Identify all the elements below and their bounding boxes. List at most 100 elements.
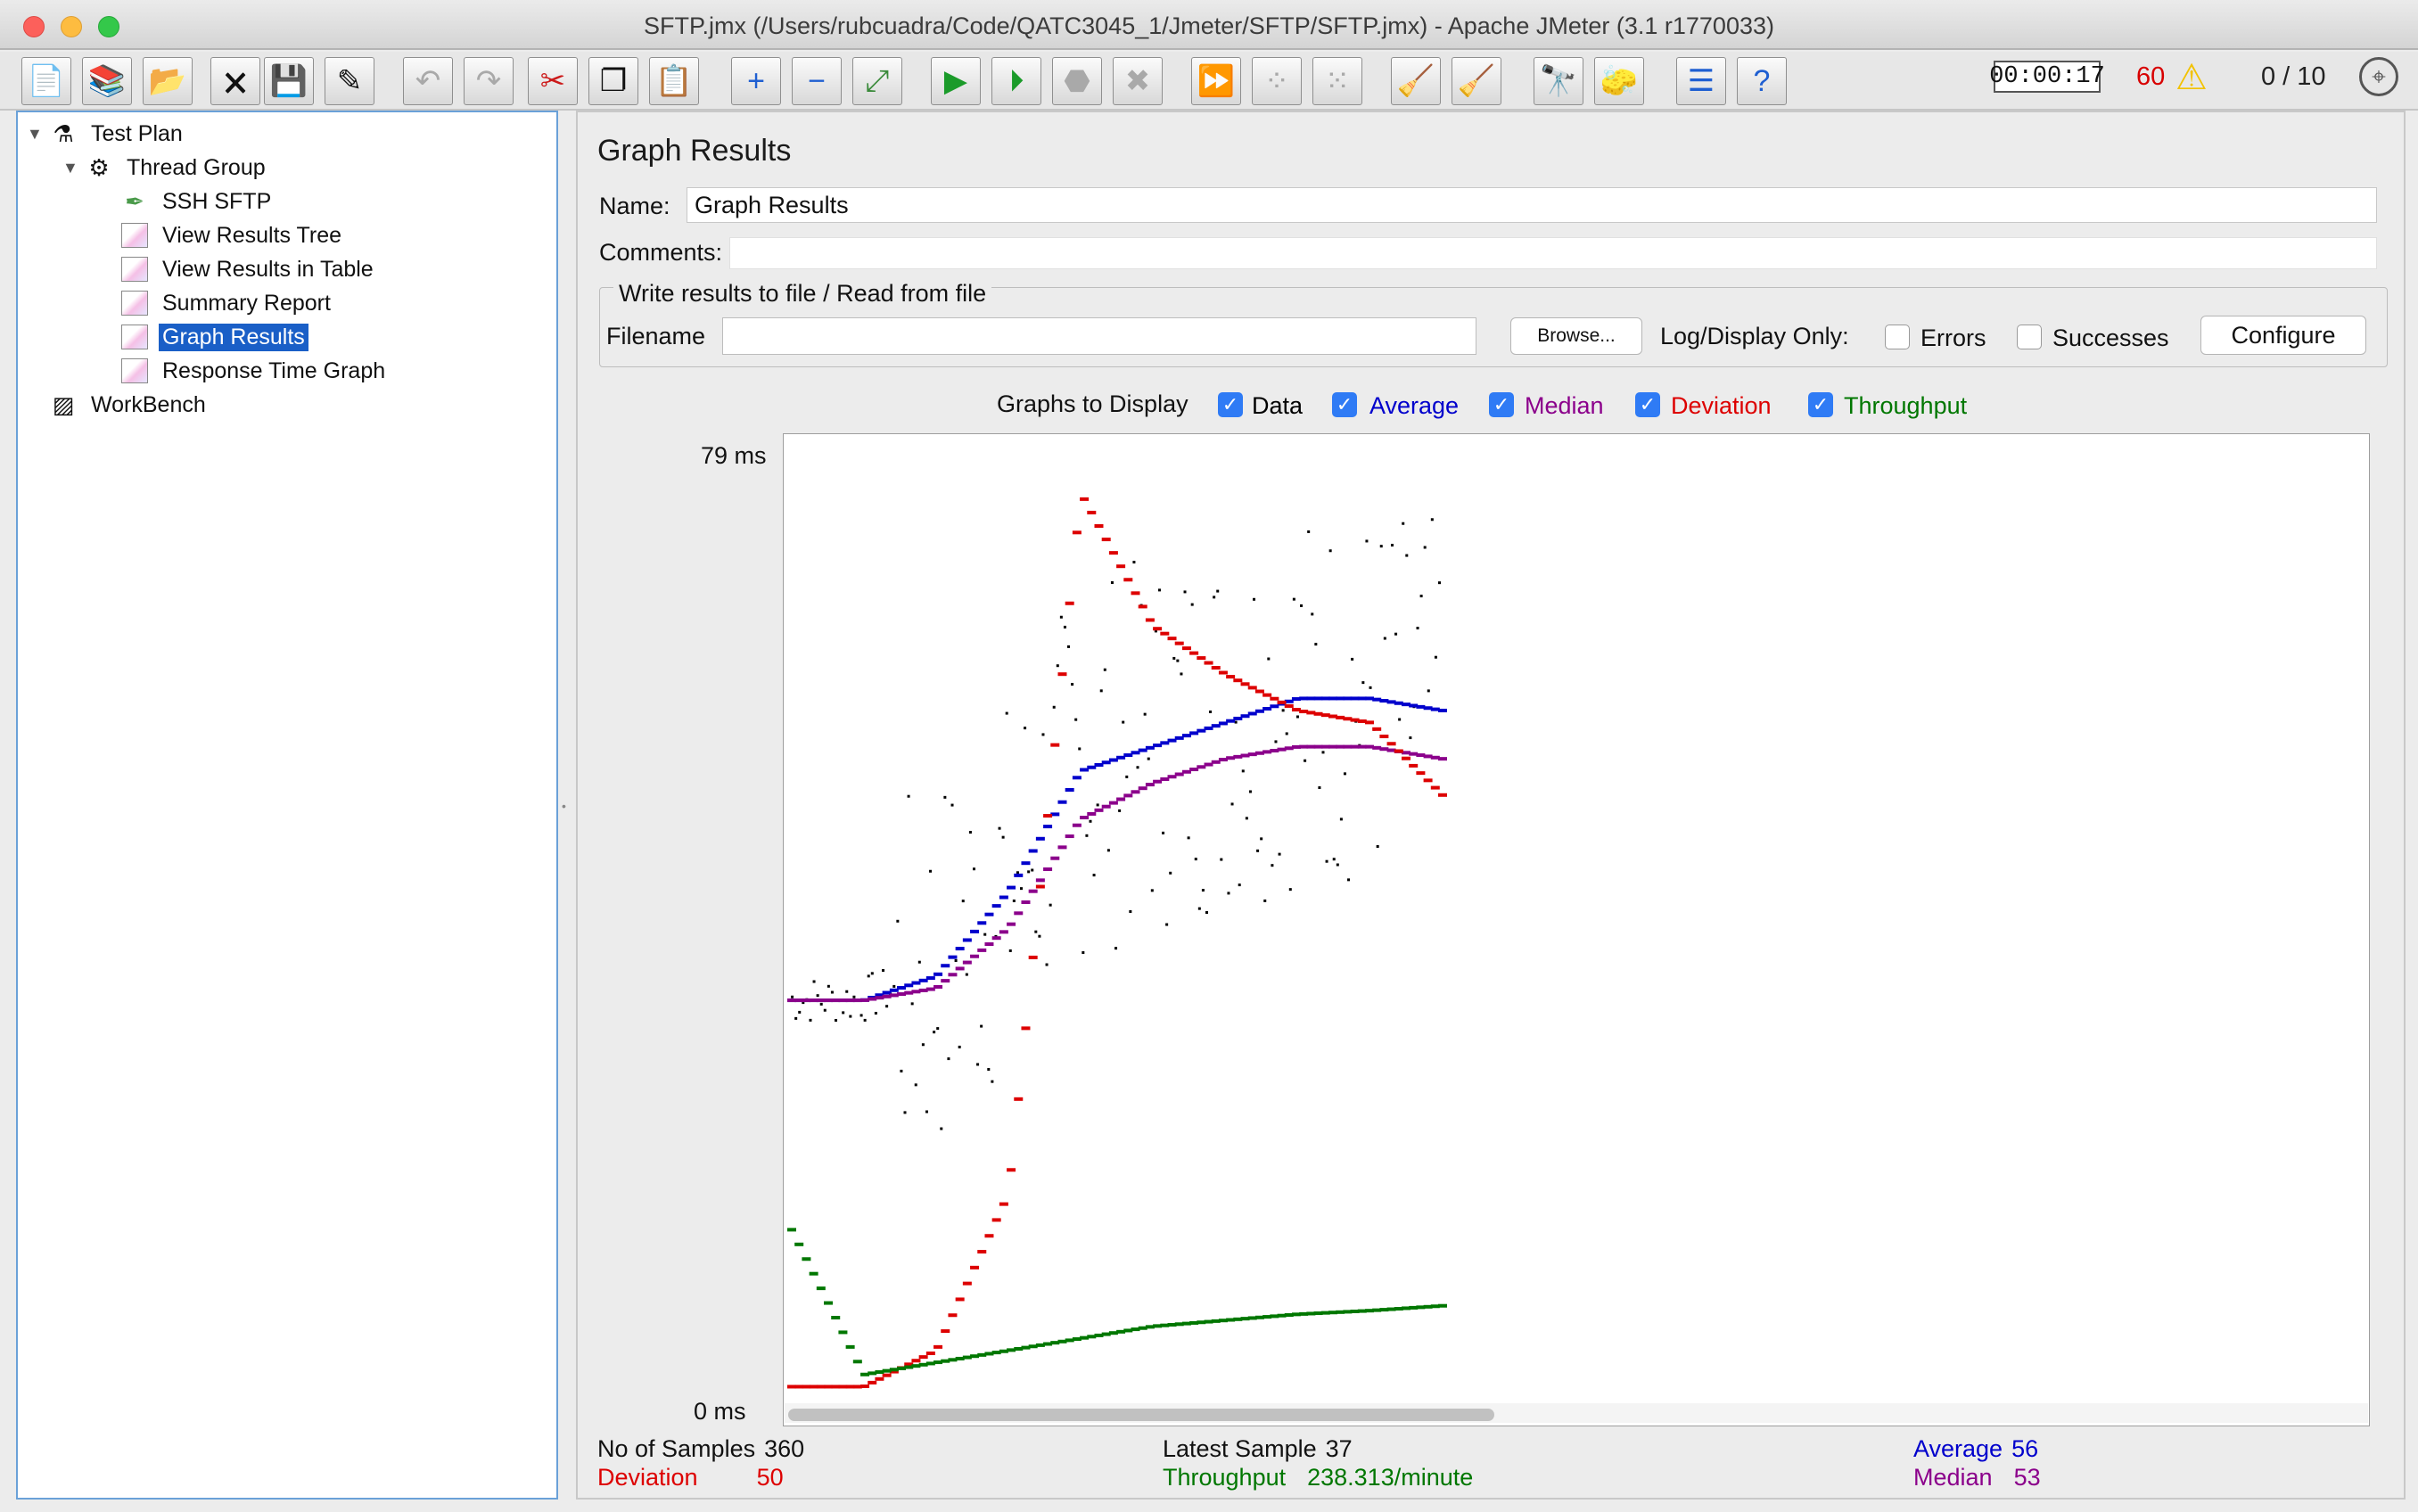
throughput-mark [1357,1309,1367,1313]
cut-icon[interactable]: ✂ [528,57,578,105]
clear-icon[interactable]: 🧹 [1391,57,1441,105]
data-point [1351,657,1354,661]
deviation-mark [1291,708,1301,712]
save-icon[interactable]: 💾 [264,57,314,105]
deviation-checkbox[interactable]: ✓ [1635,392,1660,417]
expanded-triangle-icon[interactable]: ▼ [62,158,78,177]
throughput-mark [831,1315,841,1319]
median-mark [1072,823,1082,827]
deviation-mark [1101,538,1111,542]
collapse-icon[interactable]: − [792,57,842,105]
throughput-mark [787,1228,796,1232]
name-field[interactable]: Graph Results [687,187,2377,223]
copy-icon[interactable]: ❐ [588,57,638,105]
expand-icon[interactable]: + [731,57,781,105]
deviation-mark [1313,711,1323,716]
median-mark [824,998,834,1003]
expanded-triangle-icon[interactable]: ▼ [27,124,43,143]
tree-item-view-results-tree[interactable]: View Results Tree [119,219,345,251]
templates-icon[interactable]: 📚 [82,57,132,105]
remote-start-icon[interactable]: ⏩ [1191,57,1241,105]
start-no-pauses-icon[interactable]: ⏵ [991,57,1041,105]
throughput-mark [1313,1311,1323,1316]
function-helper-icon[interactable]: ☰ [1676,57,1726,105]
average-mark [1270,704,1279,709]
undo-icon[interactable]: ↶ [403,57,453,105]
close-window-button[interactable] [23,16,45,37]
median-mark [1123,793,1133,798]
tree-item-summary-report[interactable]: Summary Report [119,287,334,319]
toggle-icon[interactable]: ⤢ [852,57,902,105]
save-as-icon[interactable]: ✎ [325,57,374,105]
median-mark [1291,744,1301,749]
throughput-mark [1189,1320,1199,1325]
average-mark [1167,738,1177,743]
average-mark [1123,753,1133,758]
reset-search-icon[interactable]: 🧽 [1594,57,1644,105]
deviation-mark [1181,646,1191,651]
tree-item-ssh-sftp[interactable]: ✒ SSH SFTP [119,185,275,218]
comments-field[interactable] [729,237,2377,269]
throughput-mark [816,1286,826,1291]
deviation-mark [1247,686,1257,690]
minimize-window-button[interactable] [61,16,82,37]
new-icon[interactable]: 📄 [21,57,71,105]
throughput-checkbox[interactable]: ✓ [1808,392,1833,417]
average-checkbox[interactable]: ✓ [1332,392,1357,417]
stop-icon[interactable]: ⬣ [1052,57,1102,105]
open-icon[interactable]: 📂 [143,57,193,105]
tree-item-view-results-in-table[interactable]: View Results in Table [119,253,377,285]
tree-item-test-plan[interactable]: ▼ ⚗ Test Plan [27,118,186,150]
zoom-window-button[interactable] [98,16,119,37]
data-checkbox[interactable]: ✓ [1218,392,1243,417]
average-mark [1299,696,1309,701]
errors-checkbox[interactable] [1885,325,1910,349]
deviation-mark [1189,651,1199,655]
configure-button[interactable]: Configure [2200,316,2366,355]
browse-button[interactable]: Browse... [1510,317,1642,355]
help-icon[interactable]: ? [1737,57,1787,105]
split-pane-divider[interactable] [562,111,571,1500]
search-icon[interactable]: 🔭 [1534,57,1583,105]
data-point [1361,681,1365,685]
data-point [1405,554,1409,557]
shutdown-icon[interactable]: ✖ [1113,57,1163,105]
redo-icon[interactable]: ↷ [464,57,514,105]
divider-grip-icon[interactable]: • [562,799,566,813]
median-checkbox[interactable]: ✓ [1489,392,1514,417]
median-stat: Median 53 [1913,1464,2041,1491]
clear-all-icon[interactable]: 🧹 [1452,57,1501,105]
start-icon[interactable]: ▶ [931,57,981,105]
data-point [1059,615,1063,619]
remote-stop-icon[interactable]: ⁘ [1252,57,1302,105]
average-mark [911,981,921,985]
warning-icon[interactable]: ⚠ [2175,58,2208,97]
median-mark [852,998,862,1003]
graph-results-panel: Graph Results Name: Graph Results Commen… [576,111,2406,1500]
data-point [1165,923,1169,926]
paste-icon[interactable]: 📋 [649,57,699,105]
data-point [910,1002,914,1006]
data-point [827,984,830,988]
throughput-mark [1416,1305,1426,1310]
tree-item-graph-results[interactable]: Graph Results [119,321,308,353]
errors-label: Errors [1920,325,1986,351]
tree-item-response-time-graph[interactable]: Response Time Graph [119,355,389,387]
deviation-stat: Deviation 50 [597,1464,784,1491]
data-point [1238,883,1241,887]
average-mark [1116,755,1126,760]
close-icon[interactable]: 🗙 [210,57,260,105]
median-mark [809,998,818,1003]
tree-item-thread-group[interactable]: ▼ ⚙ Thread Group [62,152,269,184]
remote-shutdown-icon[interactable]: ⁙ [1312,57,1362,105]
scrollbar-thumb[interactable] [788,1409,1494,1421]
data-point [874,1011,877,1015]
tree-item-workbench[interactable]: ▨ WorkBench [48,389,210,421]
data-label: Data [1252,392,1304,419]
successes-checkbox[interactable] [2017,325,2042,349]
data-point [1157,588,1161,592]
throughput-mark [1057,1339,1067,1344]
throughput-mark [897,1366,907,1370]
filename-input[interactable] [722,317,1476,355]
y-axis-top-label: 79 ms [701,442,767,469]
